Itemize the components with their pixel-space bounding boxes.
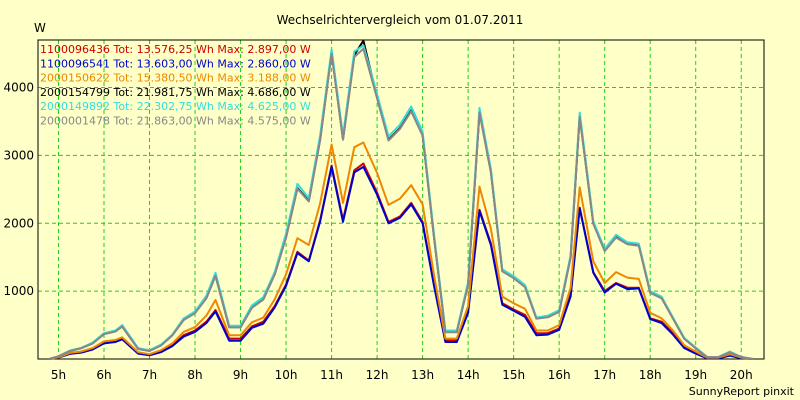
x-tick-label: 16h	[548, 368, 571, 382]
tick-labels: 1000 2000 3000 4000 5h 6h 7h 8h 9h 10h 11h 12h 13h 14…	[3, 81, 752, 382]
x-tick-label: 11h	[320, 368, 343, 382]
y-tick-label: 4000	[3, 81, 34, 95]
y-tick-label: 1000	[3, 284, 34, 298]
axes	[37, 39, 765, 360]
plot-frame	[37, 39, 765, 360]
x-tick-label: 15h	[502, 368, 525, 382]
y-tick-label: 2000	[3, 216, 34, 230]
footer-credit: SunnyReport pinxit	[689, 385, 795, 398]
legend-entry-2000149892: 2000149892 Tot: 22.302,75 Wh Max: 4.625,…	[40, 100, 311, 113]
x-tick-label: 17h	[593, 368, 616, 382]
legend-entry-2000154799: 2000154799 Tot: 21.981,75 Wh Max: 4.686,…	[40, 86, 311, 99]
legend: 1100096436 Tot: 13.576,25 Wh Max: 2.897,…	[40, 43, 311, 128]
x-tick-label: 19h	[684, 368, 707, 382]
series-line-2000001478	[49, 47, 753, 360]
x-tick-label: 9h	[233, 368, 248, 382]
y-axis-unit-label: W	[34, 21, 46, 35]
x-tick-label: 5h	[51, 368, 66, 382]
legend-entry-2000001478: 2000001478 Tot: 21.863,00 Wh Max: 4.575,…	[40, 115, 311, 128]
x-tick-label: 10h	[275, 368, 298, 382]
y-tick-label: 3000	[3, 148, 34, 162]
x-tick-label: 12h	[366, 368, 389, 382]
legend-entry-1100096541: 1100096541 Tot: 13.603,00 Wh Max: 2.860,…	[40, 57, 311, 70]
x-tick-label: 8h	[187, 368, 202, 382]
x-tick-label: 18h	[639, 368, 662, 382]
x-tick-label: 6h	[96, 368, 111, 382]
series-line-2000150622	[49, 141, 753, 360]
x-tick-label: 13h	[411, 368, 434, 382]
series-lines	[49, 39, 753, 360]
series-line-1100096541	[49, 165, 753, 360]
legend-entry-1100096436: 1100096436 Tot: 13.576,25 Wh Max: 2.897,…	[40, 43, 311, 56]
legend-entry-2000150622: 2000150622 Tot: 15.380,50 Wh Max: 3.188,…	[40, 72, 311, 85]
chart-title: Wechselrichtervergleich vom 01.07.2011	[277, 13, 524, 27]
x-tick-label: 14h	[457, 368, 480, 382]
x-tick-label: 20h	[730, 368, 753, 382]
x-tick-label: 7h	[142, 368, 157, 382]
